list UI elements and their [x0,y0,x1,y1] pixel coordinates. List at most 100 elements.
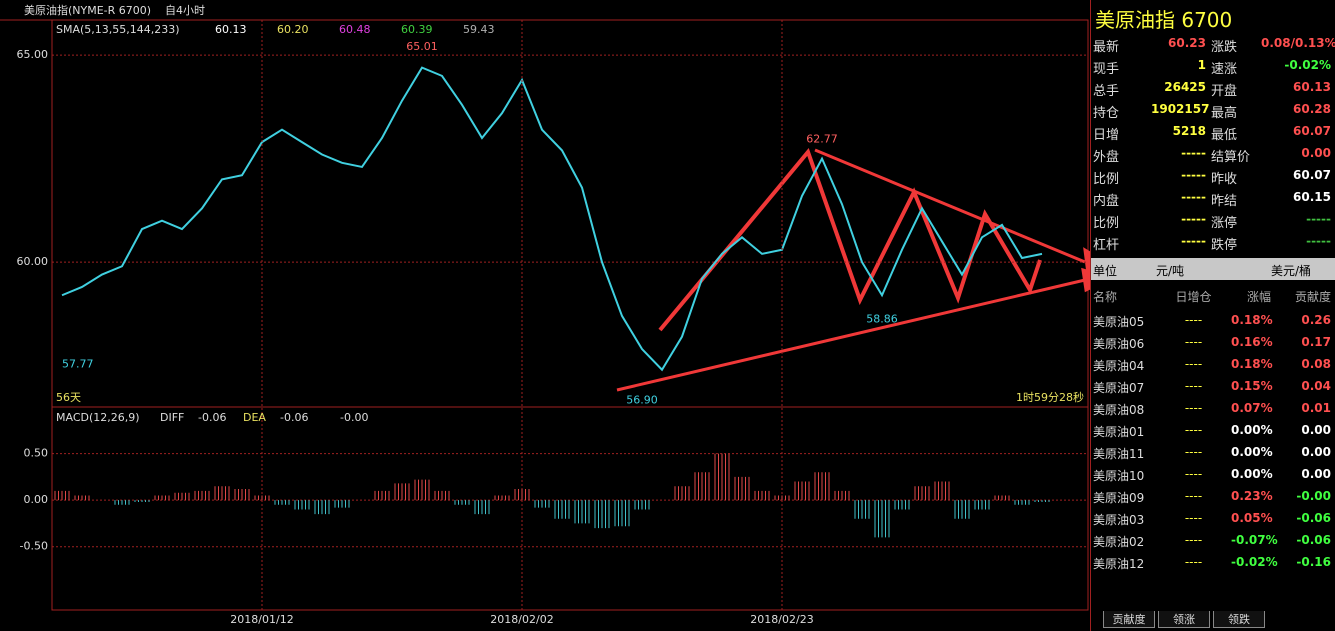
x-tick-label: 2018/02/23 [750,613,813,626]
table-cell[interactable]: 美原油11 [1093,447,1145,461]
table-cell: -0.16 [1296,555,1331,569]
x-tick-label: 2018/01/12 [230,613,293,626]
unit-option[interactable]: 美元/桶 [1271,264,1312,278]
quote-value: 1902157 [1151,102,1210,116]
quote-value: ----- [1181,234,1206,248]
table-cell: -0.06 [1296,511,1331,525]
quote-label: 最新 [1093,40,1120,55]
sma-value: 60.13 [215,23,247,36]
table-cell: 0.26 [1301,313,1331,327]
table-cell: ---- [1184,379,1203,393]
tab[interactable]: 领跌 [1213,611,1265,628]
table-cell[interactable]: 美原油02 [1093,535,1145,549]
quote-label: 昨结 [1211,194,1238,209]
table-cell: 0.23% [1231,489,1273,503]
sma-value: 59.43 [463,23,495,36]
table-cell[interactable]: 美原油04 [1093,359,1145,373]
tab[interactable]: 贡献度 [1103,611,1155,628]
quote-value: 0.08/0.13% [1261,36,1335,50]
table-cell[interactable]: 美原油01 [1093,425,1145,439]
table-cell: 0.18% [1231,313,1273,327]
quote-label: 持仓 [1093,106,1120,121]
quote-value: 60.28 [1293,102,1331,116]
table-cell[interactable]: 美原油10 [1093,469,1145,483]
quote-value: ----- [1181,168,1206,182]
note: 1时59分28秒 [1016,390,1084,404]
table-cell: ---- [1184,533,1203,547]
side-panel: 美原油指 6700 最新 60.23 现手 1 总手 26425 持仓 1902157 日增 521… [1090,0,1335,631]
tab[interactable]: 领涨 [1158,611,1210,628]
y-tick-label: -0.50 [20,540,48,553]
table-header: 贡献度 [1294,290,1331,304]
symbol: 美原油指(NYME-R 6700) [24,3,151,17]
table-cell[interactable]: 美原油03 [1093,513,1145,527]
quote-label: 结算价 [1211,150,1251,165]
quote-label: 总手 [1093,84,1120,99]
table-cell: ---- [1184,313,1203,327]
y-tick-label: 65.00 [17,48,49,61]
x-tick-label: 2018/02/02 [490,613,553,626]
quote-value: 60.07 [1293,168,1331,182]
sma-value: 60.48 [339,23,371,36]
triangle-drawing [616,148,1090,392]
table-cell: 0.15% [1231,379,1273,393]
chart: 美原油指(NYME-R 6700) 自4小时 SMA(5,13,55,144,2… [0,3,1090,626]
table-cell: -0.06 [1296,533,1331,547]
table-cell: 0.18% [1231,357,1273,371]
quote-value: ----- [1181,146,1206,160]
quote-title: 美原油指 6700 [1095,8,1233,32]
table-cell: 0.00% [1231,467,1273,481]
table-cell: ---- [1184,423,1203,437]
quote-value: 1 [1197,58,1206,72]
quote-label: 跌停 [1211,238,1238,253]
table-cell: 0.00 [1301,467,1331,481]
quote-label: 内盘 [1093,194,1120,209]
macd-title: MACD(12,26,9) [56,411,140,424]
table-cell[interactable]: 美原油12 [1093,557,1145,571]
table-cell: ---- [1184,335,1203,349]
quote-value: 60.13 [1293,80,1331,94]
price-line [61,66,1043,372]
table-cell: 0.05% [1231,511,1273,525]
table-cell[interactable]: 美原油08 [1093,403,1145,417]
quote-value: ----- [1306,212,1331,226]
table-header: 日增仓 [1175,290,1212,304]
table-cell[interactable]: 美原油06 [1093,337,1145,351]
table-cell[interactable]: 美原油09 [1093,491,1145,505]
table-cell: 0.01 [1301,401,1331,415]
table-cell: 0.16% [1231,335,1273,349]
table-cell[interactable]: 美原油07 [1093,381,1145,395]
quote-label: 开盘 [1211,84,1238,99]
quote-label: 速涨 [1211,62,1238,77]
table-cell[interactable]: 美原油05 [1093,315,1145,329]
table-cell: 0.04 [1301,379,1331,393]
quote-value: -0.02% [1284,58,1331,72]
price-annotation: 65.01 [406,40,438,53]
quote-label: 现手 [1093,62,1120,77]
y-tick-label: 60.00 [17,255,49,268]
table-cell: ---- [1184,511,1203,525]
table-cell: ---- [1184,445,1203,459]
table-header: 涨幅 [1246,290,1271,304]
quote-label: 比例 [1093,216,1120,231]
note: 56天 [56,391,81,404]
unit-option[interactable]: 元/吨 [1156,264,1185,278]
macd-stat: DEA [243,411,266,424]
quote-value: 5218 [1172,124,1206,138]
period[interactable]: 自4小时 [165,4,205,17]
table-cell: ---- [1184,489,1203,503]
sma-value: 60.20 [277,23,309,36]
table-cell: -0.02% [1231,555,1278,569]
table-cell: 0.07% [1231,401,1273,415]
table-cell: 0.00 [1301,445,1331,459]
table-cell: ---- [1184,401,1203,415]
quote-label: 昨收 [1211,172,1238,187]
table-header: 名称 [1093,290,1118,304]
table-cell: ---- [1184,555,1203,569]
quote-value: 60.23 [1168,36,1206,50]
table-cell: -0.07% [1231,533,1278,547]
quote-value: ----- [1181,212,1206,226]
quote-label: 最低 [1211,128,1238,143]
quote-label: 比例 [1093,172,1120,187]
